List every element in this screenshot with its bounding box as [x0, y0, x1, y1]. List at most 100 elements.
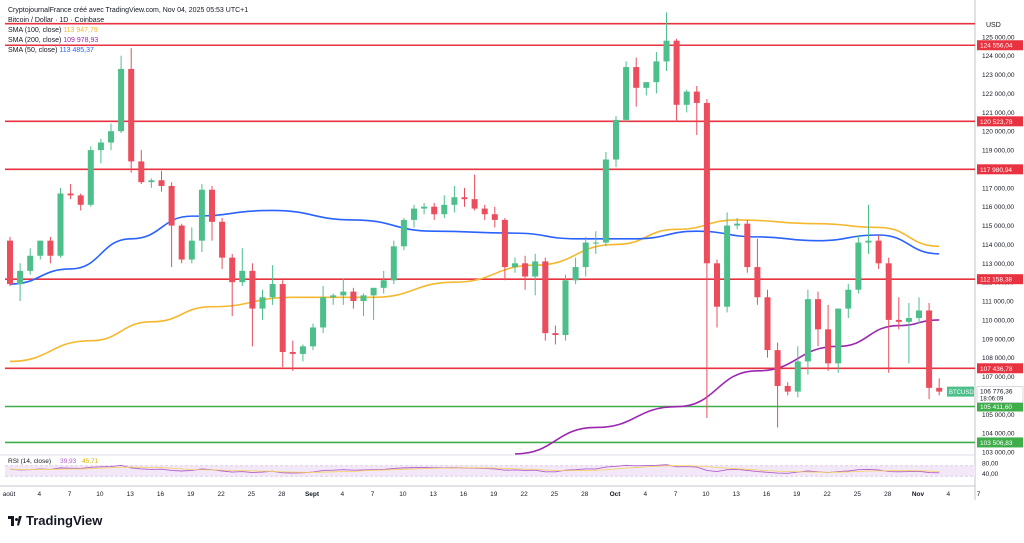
candle-body	[905, 318, 912, 322]
candle	[198, 184, 205, 252]
x-tick-label: 7	[977, 491, 981, 498]
candle-body	[259, 297, 266, 309]
candle	[168, 182, 175, 268]
candle	[835, 308, 842, 373]
candle-body	[47, 240, 54, 256]
price-level-label: 105 411,60	[980, 404, 1012, 411]
x-tick-label: 22	[520, 491, 528, 498]
current-price-label: 106 776,36	[980, 389, 1013, 396]
x-tick-label: 7	[371, 491, 375, 498]
x-tick-label: Sept	[305, 491, 320, 498]
y-tick-label: 114 000,00	[982, 242, 1014, 249]
candle-body	[148, 180, 155, 183]
candle	[441, 195, 448, 219]
candle-body	[411, 208, 417, 220]
candle-body	[764, 297, 771, 351]
x-tick-label: 19	[490, 491, 498, 498]
candle	[633, 57, 640, 107]
candle-body	[27, 255, 34, 271]
candle-body	[885, 263, 892, 320]
candle-body	[108, 131, 114, 143]
candle	[451, 185, 458, 213]
symbol-tag	[947, 386, 974, 397]
candle-body	[390, 246, 397, 281]
y-tick-label: 104 000,00	[982, 431, 1015, 438]
candle-body	[683, 91, 690, 105]
price-level-label: 120 523,78	[980, 119, 1013, 126]
candle	[370, 287, 377, 320]
candle	[37, 240, 44, 260]
tradingview-logo[interactable]: TradingView	[8, 513, 102, 528]
x-tick-label: 13	[430, 491, 438, 498]
candle	[229, 253, 236, 317]
candle-body	[229, 257, 236, 283]
candle	[27, 248, 34, 275]
sma100-legend[interactable]: SMA (100, close) 113 947,79	[8, 26, 248, 36]
candle	[87, 146, 94, 207]
candle	[724, 212, 731, 313]
price-level-label: 124 556,04	[980, 43, 1013, 50]
sma200-legend[interactable]: SMA (200, close) 109 978,93	[8, 36, 248, 46]
candle-body	[784, 385, 791, 392]
candle	[481, 204, 488, 220]
candle	[350, 287, 357, 309]
candle	[623, 61, 630, 122]
candle	[209, 185, 215, 241]
candle	[491, 206, 498, 228]
candle-body	[501, 219, 508, 268]
candle-body	[471, 199, 478, 209]
price-level-tag	[977, 401, 1023, 412]
x-tick-label: Nov	[912, 491, 925, 498]
x-tick-label: 16	[460, 491, 468, 498]
y-tick-label: 116 000,00	[982, 204, 1014, 211]
x-tick-label: 7	[674, 491, 678, 498]
candle	[572, 257, 579, 285]
candle-body	[168, 185, 175, 226]
candle	[249, 263, 256, 347]
candle-body	[623, 67, 630, 120]
candle	[703, 99, 710, 419]
candle-body	[845, 289, 852, 309]
candle	[128, 48, 135, 173]
symbol-line[interactable]: Bitcoin / Dollar · 1D · Coinbase	[8, 17, 105, 24]
candle-body	[926, 310, 933, 388]
candle	[754, 238, 761, 305]
candle	[926, 302, 933, 400]
x-tick-label: 16	[763, 491, 771, 498]
candle	[17, 263, 24, 302]
y-tick-label: 125 000,00	[982, 34, 1015, 41]
price-level-tag	[977, 437, 1023, 448]
candle-body	[380, 280, 387, 288]
x-tick-label: 25	[854, 491, 862, 498]
candle-body	[552, 333, 559, 336]
y-tick-label: 110 000,00	[982, 317, 1014, 324]
candle	[936, 378, 943, 396]
candle-body	[572, 267, 579, 281]
candle	[794, 346, 801, 398]
y-tick-label: 109 000,00	[982, 336, 1015, 343]
candle-body	[209, 189, 215, 222]
candle	[330, 293, 337, 305]
price-level-tag	[977, 116, 1023, 127]
candle-body	[37, 240, 44, 256]
x-tick-label: 25	[248, 491, 256, 498]
candle-body	[451, 197, 458, 205]
candle-body	[512, 263, 518, 268]
candle	[310, 323, 316, 351]
candle-body	[178, 225, 185, 260]
sma50-legend[interactable]: SMA (50, close) 113 485,37	[8, 46, 248, 56]
price-level-tag	[977, 274, 1023, 285]
sma200-label: SMA (200, close)	[8, 37, 62, 44]
candle-body	[855, 242, 862, 290]
candle-body	[87, 150, 94, 205]
candle	[825, 304, 832, 371]
candle	[643, 82, 650, 96]
candle-body	[724, 225, 731, 307]
candle-body	[370, 287, 377, 296]
y-tick-label: 117 000,00	[982, 185, 1014, 192]
candle-body	[815, 299, 821, 330]
price-level-tag	[977, 363, 1023, 374]
candle-body	[400, 219, 407, 247]
